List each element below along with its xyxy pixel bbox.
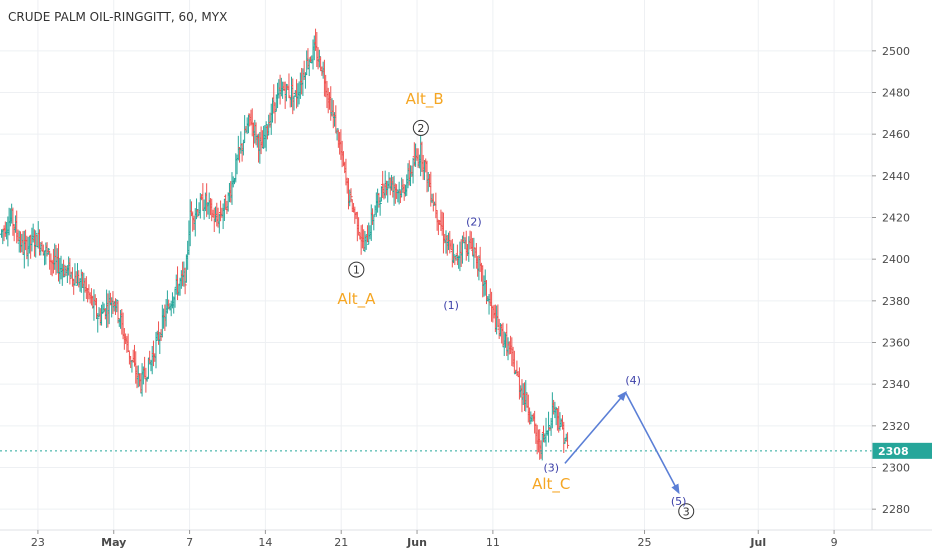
ohlc-bar [287,73,291,99]
ohlc-bar [116,300,120,324]
price-tick-label: 2420 [882,212,910,225]
price-tick-label: 2280 [882,503,910,516]
wave-label-circle-1: 1 [348,261,365,278]
wave-circle-text: 1 [353,264,360,277]
wave-label-alt: Alt_A [337,290,376,309]
wave-label-minor: (2) [466,216,482,229]
price-tick-label: 2460 [882,128,910,141]
price-axis[interactable]: 2280 2300 2320 2340 2360 2380 2400 2420 2440 2460… [871,0,910,530]
ohlc-bar [70,267,75,287]
time-tick-label: 14 [258,536,272,549]
projection-arrows [564,390,680,495]
time-tick-label: Jun [406,536,427,549]
price-tick-label: 2300 [882,462,910,475]
wave-circle-ring [678,503,695,520]
chart-title: CRUDE PALM OIL-RINGGITT, 60, MYX [8,10,227,24]
ohlc-bar [68,258,72,285]
wave-circle-ring [412,119,429,136]
price-tick-label: 2320 [882,420,910,433]
time-tick-label: May [101,536,126,549]
price-tick-label: 2340 [882,378,910,391]
price-tick-label: 2400 [882,253,910,266]
wave-label-circle-2: 2 [412,119,429,136]
ohlc-bar [378,197,382,216]
wave-label-minor: (3) [543,462,559,475]
wave-labels: 1 2 3 (1) (2) (3) (4) (5) Alt_A Alt_B Alt_C [337,90,695,520]
time-tick-label: 11 [486,536,500,549]
ohlc-bar [451,243,456,264]
ohlc-bar [115,299,119,313]
ohlc-bar [397,181,401,205]
wave-label-minor: (4) [625,374,641,387]
ohlc-bar [264,121,268,152]
ohlc-bar [565,432,570,449]
time-tick-label: 21 [334,536,348,549]
ohlc-bar [126,333,130,352]
time-tick-label: 7 [186,536,193,549]
ohlc-bar [183,267,187,295]
ohlc-bar [357,217,361,236]
projection-arrow-leg [564,390,627,464]
time-tick-label: 25 [638,536,652,549]
time-tick-label: 9 [831,536,838,549]
ohlc-bar [435,209,439,231]
time-axis[interactable]: 23 May 7 14 21 Jun 11 25 Jul 9 [0,529,932,549]
wave-label-alt: Alt_B [406,90,444,109]
price-tick-label: 2360 [882,337,910,350]
current-price-line: 2308 [0,442,932,459]
wave-circle-ring [348,261,365,278]
ohlc-bar [546,411,551,443]
ohlc-bar [372,215,376,231]
wave-label-minor: (1) [443,299,459,312]
time-tick-label: Jul [749,536,766,549]
wave-label-minor: (5) [671,495,687,508]
ohlc-bars [0,28,570,461]
grid-lines [0,0,872,530]
price-tick-label: 2500 [882,45,910,58]
current-price-tag [872,442,932,459]
price-tick-label: 2440 [882,170,910,183]
price-tick-label: 2380 [882,295,910,308]
wave-circle-text: 2 [417,122,424,135]
current-price-label: 2308 [878,445,909,458]
projection-arrow-leg [624,392,680,495]
time-tick-label: 23 [31,536,45,549]
price-tick-label: 2480 [882,87,910,100]
ohlc-bar [34,230,38,258]
wave-circle-text: 3 [683,505,690,518]
wave-label-circle-3: 3 [678,503,695,520]
wave-label-alt: Alt_C [532,475,570,494]
